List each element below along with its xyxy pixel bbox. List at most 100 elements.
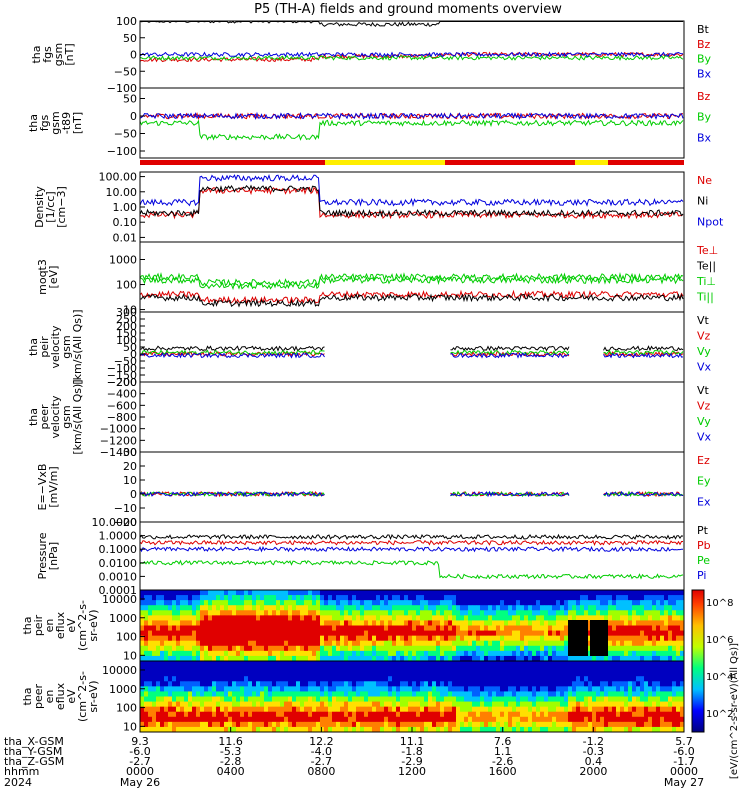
spectrogram-cell — [208, 721, 213, 728]
spectrogram-cell — [440, 630, 445, 637]
spectrogram-cell — [552, 726, 557, 732]
spectrogram-cell — [148, 711, 153, 718]
spectrogram-cell — [636, 590, 641, 596]
spectrogram-cell — [184, 726, 189, 732]
spectrogram-cell — [236, 696, 241, 703]
spectrogram-cell — [316, 726, 321, 732]
spectrogram-cell — [264, 681, 269, 687]
spectrogram-cell — [344, 605, 349, 611]
spectrogram-cell — [208, 615, 213, 621]
spectrogram-cell — [400, 655, 405, 661]
spectrogram-cell — [656, 605, 661, 611]
spectrogram-cell — [384, 696, 389, 703]
spectrogram-cell — [168, 661, 173, 667]
spectrogram-cell — [408, 590, 413, 596]
spectrogram-cell — [192, 711, 197, 718]
spectrogram-cell — [408, 595, 413, 601]
spectrogram-cell — [172, 610, 177, 616]
spectrogram-cell — [208, 706, 213, 713]
spectrogram-cell — [240, 625, 245, 632]
spectrogram-cell — [476, 645, 481, 652]
spectrogram-cell — [372, 590, 377, 596]
spectrogram-cell — [516, 686, 521, 692]
spectrogram-cell — [432, 615, 437, 621]
spectrogram-cell — [580, 661, 585, 667]
spectrogram-cell — [404, 676, 409, 682]
spectrogram-cell — [656, 716, 661, 723]
spectrogram-cell — [376, 701, 381, 708]
spectrogram-cell — [312, 716, 317, 723]
spectrogram-cell — [248, 686, 253, 692]
spectrogram-cell — [636, 676, 641, 682]
spectrogram-cell — [312, 640, 317, 647]
spectrogram-cell — [668, 650, 673, 657]
spectrogram-cell — [368, 711, 373, 718]
spectrogram-cell — [160, 590, 165, 596]
spectrogram-cell — [508, 716, 513, 723]
spectrogram-cell — [400, 671, 405, 677]
spectrogram-cell — [652, 610, 657, 616]
spectrogram-cell — [532, 655, 537, 661]
spectrogram-cell — [524, 726, 529, 732]
spectrogram-cell — [640, 681, 645, 687]
spectrogram-cell — [448, 661, 453, 667]
spectrogram-cell — [380, 696, 385, 703]
spectrogram-cell — [300, 706, 305, 713]
spectrogram-cell — [548, 635, 553, 642]
spectrogram-cell — [440, 600, 445, 606]
spectrogram-cell — [380, 726, 385, 732]
spectrogram-cell — [192, 706, 197, 713]
spectrogram-cell — [376, 655, 381, 661]
spectrogram-cell — [512, 681, 517, 687]
spectrogram-cell — [312, 645, 317, 652]
spectrogram-cell — [460, 620, 465, 626]
spectrogram-cell — [424, 671, 429, 677]
spectrogram-cell — [512, 716, 517, 723]
spectrogram-cell — [140, 590, 145, 596]
spectrogram-cell — [360, 686, 365, 692]
spectrogram-cell — [524, 655, 529, 661]
spectrogram-cell — [336, 605, 341, 611]
spectrogram-cell — [496, 711, 501, 718]
spectrogram-cell — [488, 640, 493, 647]
spectrogram-cell — [568, 721, 573, 728]
spectrogram-cell — [456, 590, 461, 596]
spectrogram-cell — [344, 625, 349, 632]
spectrogram-cell — [180, 640, 185, 647]
spectrogram-cell — [396, 691, 401, 697]
spectrogram-cell — [516, 625, 521, 632]
spectrogram-cell — [496, 605, 501, 611]
spectrogram-cell — [164, 595, 169, 601]
spectrogram-cell — [360, 681, 365, 687]
spectrogram-cell — [556, 625, 561, 632]
spectrogram-cell — [460, 655, 465, 661]
spectrogram-cell — [152, 590, 157, 596]
legend-entry: Bz — [697, 38, 711, 51]
spectrogram-cell — [304, 666, 309, 672]
spectrogram-cell — [268, 681, 273, 687]
spectrogram-cell — [556, 711, 561, 718]
spectrogram-cell — [556, 645, 561, 652]
spectrogram-cell — [452, 600, 457, 606]
spectrogram-cell — [144, 726, 149, 732]
spectrogram-cell — [284, 681, 289, 687]
spectrogram-cell — [420, 620, 425, 626]
spectrogram-cell — [596, 726, 601, 732]
spectrogram-cell — [644, 630, 649, 637]
spectrogram-cell — [268, 711, 273, 718]
spectrogram-cell — [476, 716, 481, 723]
spectrogram-cell — [240, 671, 245, 677]
spectrogram-cell — [404, 686, 409, 692]
spectrogram-cell — [204, 666, 209, 672]
spectrogram-cell — [348, 615, 353, 621]
spectrogram-cell — [612, 610, 617, 616]
spectrogram-cell — [616, 640, 621, 647]
spectrogram-cell — [600, 655, 605, 661]
spectrogram-cell — [412, 615, 417, 621]
spectrogram-cell — [644, 716, 649, 723]
spectrogram-cell — [420, 645, 425, 652]
spectrogram-cell — [404, 615, 409, 621]
spectrogram-cell — [448, 635, 453, 642]
spectrogram-cell — [548, 610, 553, 616]
spectrogram-cell — [480, 610, 485, 616]
